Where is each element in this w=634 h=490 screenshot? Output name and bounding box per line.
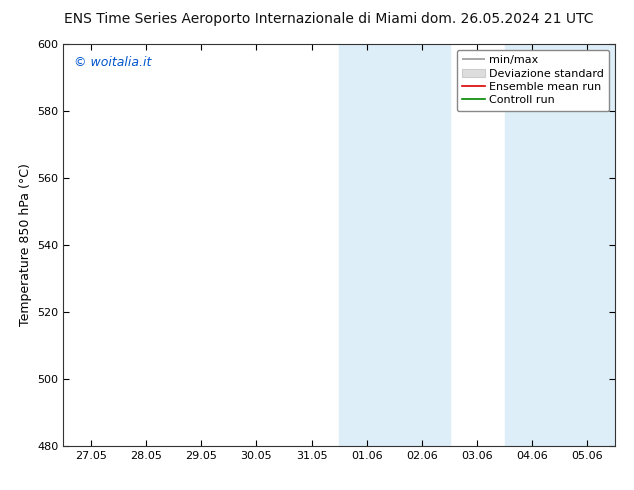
Text: ENS Time Series Aeroporto Internazionale di Miami: ENS Time Series Aeroporto Internazionale… — [64, 12, 418, 26]
Bar — [339, 44, 450, 446]
Text: dom. 26.05.2024 21 UTC: dom. 26.05.2024 21 UTC — [421, 12, 593, 26]
Legend: min/max, Deviazione standard, Ensemble mean run, Controll run: min/max, Deviazione standard, Ensemble m… — [456, 49, 609, 111]
Bar — [505, 44, 615, 446]
Text: © woitalia.it: © woitalia.it — [74, 56, 152, 69]
Y-axis label: Temperature 850 hPa (°C): Temperature 850 hPa (°C) — [19, 164, 32, 326]
